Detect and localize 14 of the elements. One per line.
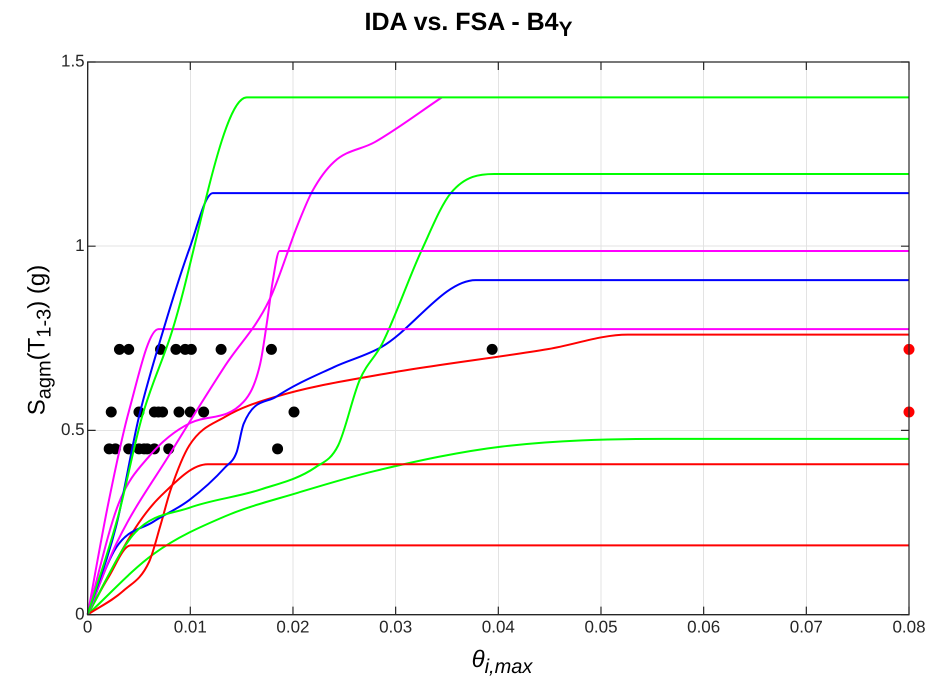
- x-tick-label: 0.08: [892, 617, 926, 636]
- y-tick-label: 0: [75, 604, 85, 624]
- x-tick-label: 0.05: [584, 617, 618, 636]
- x-tick-label: 0.04: [482, 617, 515, 636]
- chart-title: IDA vs. FSA - B4$_{Y}$: [364, 8, 574, 42]
- x-axis-title: θ$_{i,max}$: [470, 646, 534, 679]
- x-tick-label: 0.02: [276, 617, 310, 636]
- y-tick-label: 1: [75, 236, 85, 255]
- x-tick-label: 0.01: [174, 617, 207, 636]
- y-tick-label: 0.5: [60, 420, 85, 440]
- y-tick-label: 1.5: [60, 52, 85, 71]
- x-tick-label: 0.07: [790, 617, 823, 636]
- x-tick-label: 0.06: [687, 617, 720, 636]
- x-tick-label: 0.03: [379, 617, 412, 636]
